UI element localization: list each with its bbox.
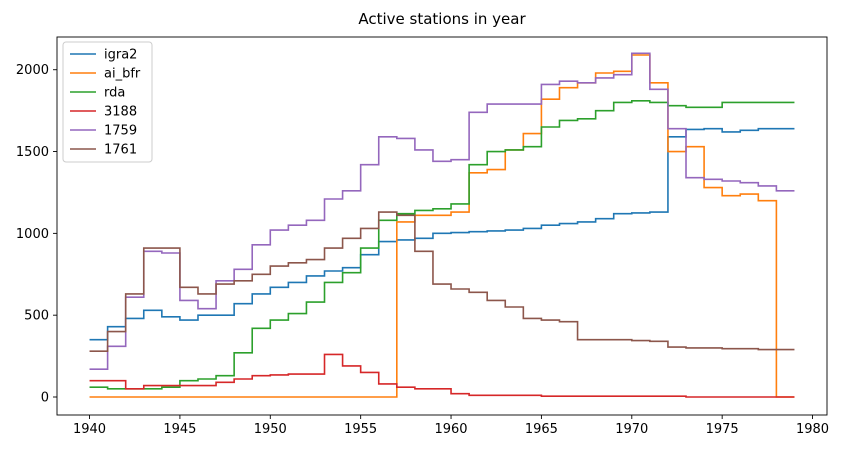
legend-entry: igra2	[104, 48, 137, 63]
legend-box	[62, 41, 153, 163]
y-tick-label: 1000	[16, 227, 49, 242]
series-line-ai_bfr	[89, 54, 795, 398]
series-line-1761	[89, 211, 795, 352]
x-tick-label: 1975	[706, 422, 739, 437]
series-line-1759	[89, 52, 795, 370]
y-axis: 0 500 1000 1500 2000	[16, 63, 57, 406]
x-tick-label: 1945	[163, 422, 196, 437]
y-tick-label: 0	[41, 391, 49, 406]
x-tick-label: 1965	[525, 422, 558, 437]
x-axis: 1940 1945 1950 1955 1960 1965 1970 1975 1980	[73, 415, 829, 437]
x-tick-label: 1960	[434, 422, 467, 437]
y-tick-label: 500	[24, 309, 49, 324]
x-tick-label: 1970	[615, 422, 648, 437]
y-tick-label: 2000	[16, 63, 49, 78]
legend-entry: rda	[104, 86, 125, 101]
series-line-rda	[89, 100, 795, 390]
chart-title: Active stations in year	[358, 10, 526, 28]
x-tick-label: 1950	[254, 422, 287, 437]
x-tick-label: 1980	[796, 422, 829, 437]
series-line-3188	[89, 353, 795, 398]
series-line-igra2	[89, 127, 795, 341]
x-tick-label: 1940	[73, 422, 106, 437]
legend-entry: 1761	[104, 143, 137, 158]
legend-entry: 1759	[104, 124, 137, 139]
legend-entry: 3188	[104, 105, 137, 120]
y-tick-label: 1500	[16, 145, 49, 160]
x-tick-label: 1955	[344, 422, 377, 437]
plot-frame	[56, 36, 828, 416]
series-layer	[89, 52, 795, 398]
legend-entry: ai_bfr	[104, 67, 141, 82]
